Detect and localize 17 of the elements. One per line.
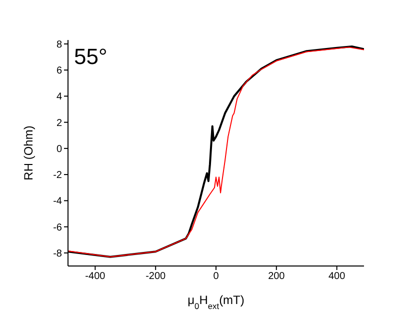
x-tick-label: -200 xyxy=(146,271,166,282)
x-tick-label: 200 xyxy=(268,271,286,282)
y-tick-label: 8 xyxy=(56,39,62,50)
y-tick-label: 2 xyxy=(56,118,62,129)
y-tick-label: 0 xyxy=(56,144,62,155)
y-tick-label: -6 xyxy=(53,222,62,234)
x-tick-label: 400 xyxy=(328,271,346,282)
x-axis-title: μ$_{0}$H$_{ext}$(mT) xyxy=(188,293,244,311)
x-tick-label: 0 xyxy=(213,271,220,282)
y-axis-title: RH (Ohm) xyxy=(21,126,36,180)
annotation: 55° xyxy=(74,44,108,70)
y-tick-label: -8 xyxy=(53,248,62,260)
y-tick-label: 4 xyxy=(56,92,62,103)
y-tick-label: -4 xyxy=(53,196,62,208)
x-tick-label: -400 xyxy=(85,271,106,282)
y-tick-label: 6 xyxy=(56,66,62,77)
y-tick-label: -2 xyxy=(53,170,62,182)
